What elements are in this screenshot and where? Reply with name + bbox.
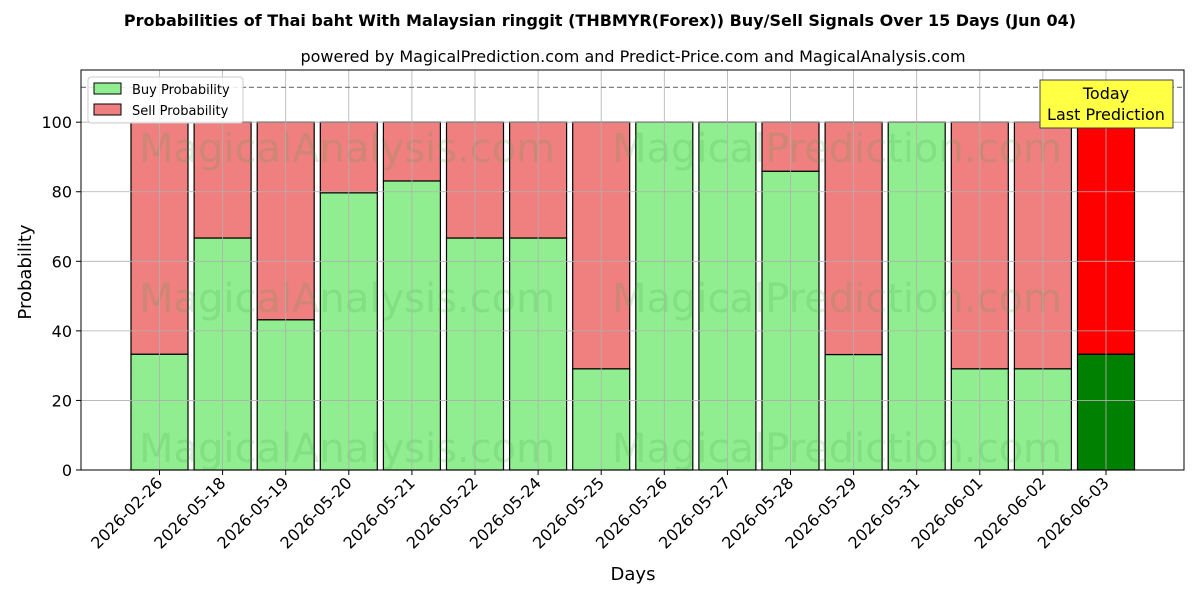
watermark: MagicalPrediction.com bbox=[612, 276, 1062, 322]
y-tick-label: 100 bbox=[41, 113, 72, 132]
annotation-line-2: Last Prediction bbox=[1047, 105, 1165, 124]
y-tick-label: 20 bbox=[52, 391, 72, 410]
watermark: MagicalAnalysis.com bbox=[139, 126, 555, 172]
watermark: MagicalAnalysis.com bbox=[139, 276, 555, 322]
legend-swatch-sell bbox=[93, 103, 122, 116]
y-tick-label: 60 bbox=[52, 252, 72, 271]
watermark: MagicalAnalysis.com bbox=[139, 426, 555, 472]
plot-frame bbox=[80, 69, 1185, 471]
legend-label-sell: Sell Probability bbox=[132, 104, 229, 119]
y-tick-label: 0 bbox=[62, 461, 72, 480]
watermark: MagicalPrediction.com bbox=[612, 426, 1062, 472]
watermark: MagicalPrediction.com bbox=[612, 126, 1062, 172]
legend-label-buy: Buy Probability bbox=[132, 83, 230, 98]
y-tick-label: 40 bbox=[52, 322, 72, 341]
annotation-box bbox=[1039, 79, 1174, 129]
y-tick-label: 80 bbox=[52, 183, 72, 202]
legend-swatch-buy bbox=[93, 82, 122, 95]
chart-title: Probabilities of Thai baht With Malaysia… bbox=[124, 11, 1076, 30]
chart-subtitle: powered by MagicalPrediction.com and Pre… bbox=[300, 47, 965, 66]
y-axis-label: Probability bbox=[15, 224, 36, 319]
annotation-line-1: Today bbox=[1082, 84, 1129, 103]
legend-box bbox=[87, 76, 244, 124]
x-axis-label: Days bbox=[611, 564, 656, 585]
